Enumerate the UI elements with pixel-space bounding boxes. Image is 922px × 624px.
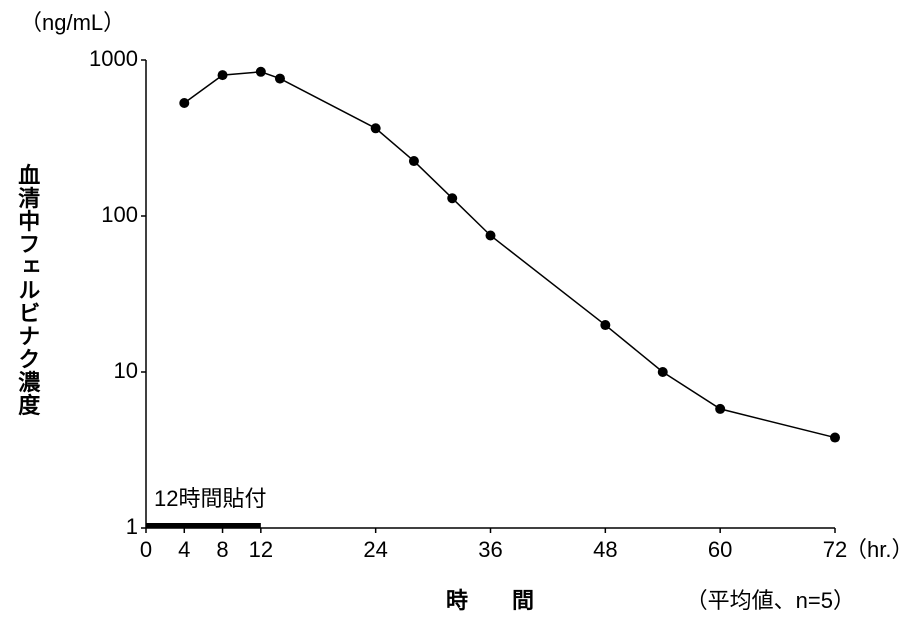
data-point [370,123,381,134]
y-tick-label: 1000 [89,46,138,71]
x-tick-label: 0 [140,537,152,562]
data-point [217,70,228,81]
data-point [255,66,266,77]
data-point [715,403,726,414]
data-line [183,71,836,439]
x-tick-label: 36 [478,537,502,562]
patch-label: 12時間貼付 [154,486,266,511]
data-point [600,320,611,331]
y-axis-label: 血清中フェルビナク濃度 [15,163,40,417]
x-tick-label: 8 [216,537,228,562]
data-point [274,73,285,84]
x-unit: （hr.） [845,537,913,562]
y-tick-label: 100 [101,202,138,227]
x-tick-label: 72 [823,537,847,562]
y-unit: （ng/mL） [20,10,125,35]
data-point [657,367,668,377]
y-tick-label: 1 [126,514,138,539]
x-tick-label: 12 [249,537,273,562]
y-tick-label: 10 [114,358,138,383]
data-point [408,156,419,167]
x-tick-label: 48 [593,537,617,562]
x-axis-label: 時 間 [446,588,534,613]
data-point [830,432,840,443]
x-tick-label: 24 [363,537,387,562]
data-point [485,230,496,241]
data-point [447,193,458,204]
x-tick-label: 60 [708,537,732,562]
patch-bar [146,523,261,528]
data-point [179,98,190,109]
note: （平均値、n=5） [686,588,855,613]
x-tick-label: 4 [178,537,190,562]
